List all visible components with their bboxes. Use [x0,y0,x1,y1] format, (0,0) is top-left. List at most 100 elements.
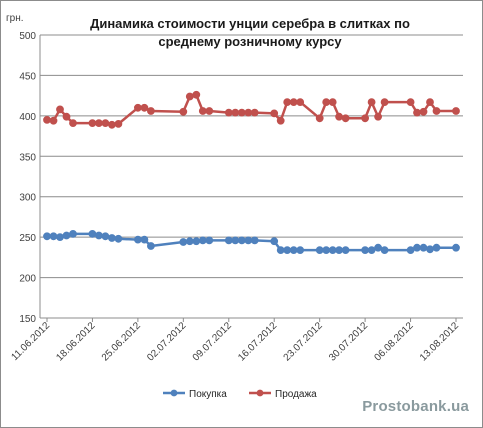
data-point [426,245,434,254]
x-tick-label: 18.06.2012 [54,320,97,363]
data-point [237,236,246,245]
data-point [315,114,324,123]
x-tick-label: 23.07.2012 [282,320,325,363]
data-point [224,108,233,117]
y-tick-label: 500 [19,31,36,42]
data-point [328,246,337,255]
data-point [244,108,253,117]
data-point [49,116,58,125]
data-point [322,98,331,106]
data-point [114,120,123,128]
data-point [432,243,441,252]
data-point [140,235,149,244]
data-point [419,107,428,116]
data-point [43,232,51,241]
data-point [49,232,58,241]
data-point [276,116,285,125]
data-point [380,98,389,106]
data-point [140,103,149,112]
data-point [426,98,434,106]
data-point [69,230,77,238]
data-point [296,98,305,106]
data-point [185,237,194,246]
y-tick-label: 400 [19,112,36,123]
data-point [179,238,188,246]
data-point [361,114,370,123]
data-point [192,237,201,246]
data-point [315,246,324,255]
x-tick-label: 11.06.2012 [9,320,52,363]
x-tick-label: 06.08.2012 [372,320,415,363]
data-point [62,231,71,240]
y-tick-label: 350 [19,152,36,163]
x-tick-label: 30.07.2012 [327,320,370,363]
data-point [276,246,285,255]
data-point [270,237,279,246]
data-point [192,90,201,99]
data-point [88,119,97,127]
data-point [432,107,441,115]
data-point [335,112,344,121]
data-point [250,108,259,117]
data-point [237,108,246,117]
data-point [134,103,142,112]
x-tick-label: 25.06.2012 [100,320,143,363]
data-point [198,107,207,115]
x-tick-label: 16.07.2012 [236,320,279,363]
data-point [289,246,298,255]
y-tick-label: 150 [19,314,36,325]
data-point [250,236,259,245]
data-point [361,246,370,255]
data-point [406,246,415,255]
data-point [283,246,292,255]
data-point [283,98,292,106]
data-point [101,232,110,241]
x-tick-label: 09.07.2012 [191,320,234,363]
data-point [367,98,376,106]
data-point [374,112,383,121]
data-point [341,114,350,123]
data-point [62,112,71,121]
data-point [108,120,116,129]
data-point [95,119,103,127]
data-point [367,246,376,255]
data-point [289,98,298,106]
data-point [406,98,415,106]
chart-title-line-2: среднему розничному курсу [158,34,342,49]
data-point [56,105,64,114]
data-point [413,108,421,117]
legend-label: Продажа [275,389,317,400]
data-point [205,107,214,115]
data-point [413,243,421,252]
data-point [147,107,155,115]
x-tick-label: 13.08.2012 [418,320,461,363]
data-point [452,243,460,252]
data-point [380,246,389,255]
data-point [179,107,188,116]
data-point [43,116,51,124]
x-tick-label: 02.07.2012 [145,320,188,363]
data-point [452,107,460,115]
watermark-logo: Prostobank.ua [362,398,469,415]
data-point [419,243,428,252]
legend-label: Покупка [189,389,227,400]
data-point [270,109,279,118]
data-point [101,119,110,127]
data-point [147,242,155,250]
y-tick-label: 250 [19,233,36,244]
chart-title-line-1: Динамика стоимости унции серебра в слитк… [90,16,410,31]
data-point [374,243,383,252]
data-point [134,235,142,244]
data-point [335,246,344,255]
chart-title: Динамика стоимости унции серебра в слитк… [60,15,440,51]
data-point [88,230,97,238]
data-point [231,108,240,117]
data-point [56,233,64,242]
data-point [341,246,350,255]
data-point [328,98,337,106]
data-point [322,246,331,255]
data-point [205,236,214,245]
y-tick-label: 200 [19,274,36,285]
